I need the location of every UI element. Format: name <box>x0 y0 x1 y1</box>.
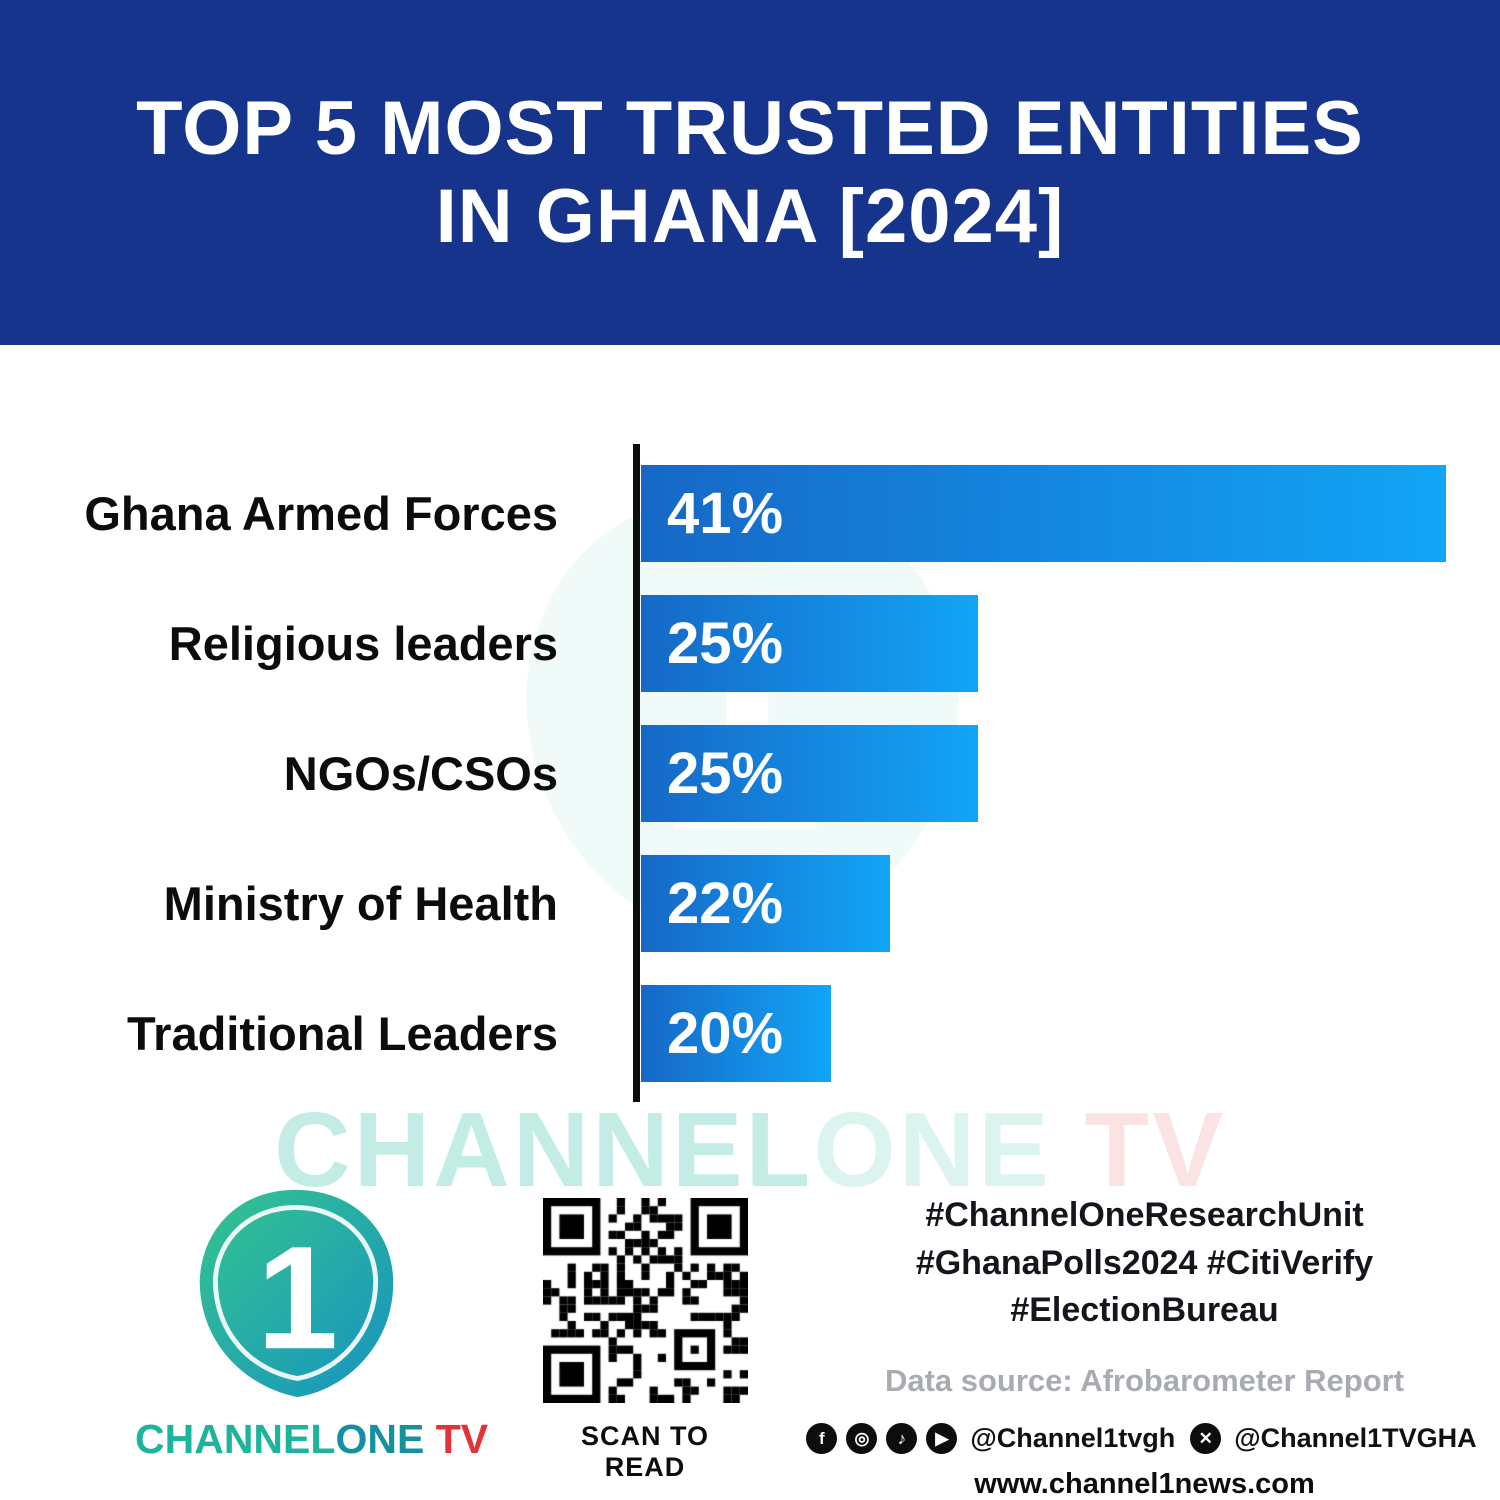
page-title-line1: TOP 5 MOST TRUSTED ENTITIES <box>136 86 1364 172</box>
instagram-icon: ◎ <box>846 1422 878 1454</box>
x-icon: ✕ <box>1190 1422 1222 1454</box>
qr-block: SCAN TO READ <box>538 1198 752 1483</box>
qr-code <box>542 1198 748 1403</box>
bar-value-label: 22% <box>667 870 784 936</box>
category-label: NGOs/CSOs <box>283 746 558 800</box>
brand-block: 1 CHANNELONE TV <box>135 1180 488 1463</box>
bar-row: NGOs/CSOs 25% <box>0 708 1500 838</box>
channel-one-logo-icon: 1 <box>199 1189 393 1398</box>
bar: 25% <box>641 724 978 822</box>
hashtag-line-1: #ChannelOneResearchUnit <box>925 1196 1364 1234</box>
hashtag-line-3: #ElectionBureau <box>1010 1291 1279 1330</box>
bar: 25% <box>641 594 978 692</box>
chart-axis <box>633 444 640 1102</box>
bar-row: Religious leaders 25% <box>0 578 1500 708</box>
page-title-line2: IN GHANA [2024] <box>435 173 1065 259</box>
hashtag-line-2: #GhanaPolls2024 #CitiVerify <box>915 1243 1374 1282</box>
svg-text:1: 1 <box>256 1216 338 1380</box>
facebook-icon: f <box>806 1422 838 1454</box>
category-label: Religious leaders <box>168 616 558 670</box>
social-handle-2: @Channel1TVGHA <box>1234 1422 1477 1453</box>
bar-value-label: 20% <box>667 1000 784 1066</box>
header-banner: TOP 5 MOST TRUSTED ENTITIES IN GHANA [20… <box>0 0 1500 345</box>
wordmark-one: ONE <box>335 1416 425 1462</box>
tiktok-icon: ♪ <box>886 1422 918 1454</box>
info-block: #ChannelOneResearchUnit #GhanaPolls2024 … <box>806 1192 1477 1500</box>
wordmark-channel: CHANNEL <box>135 1416 336 1462</box>
social-row: f ◎ ♪ ▶ @Channel1tvgh ✕ @Channel1TVGHA <box>806 1422 1477 1454</box>
data-source-text: Data source: Afrobarometer Report <box>884 1362 1405 1398</box>
bar: 22% <box>641 854 890 952</box>
category-label: Ghana Armed Forces <box>84 486 558 540</box>
bar-value-label: 41% <box>667 480 784 546</box>
wordmark-tv: TV <box>424 1416 489 1462</box>
qr-caption: SCAN TO READ <box>580 1421 709 1482</box>
bar-value-label: 25% <box>667 610 784 676</box>
brand-wordmark: CHANNELONE TV <box>135 1416 488 1463</box>
category-label: Ministry of Health <box>163 876 558 930</box>
social-handle-1: @Channel1tvgh <box>970 1422 1176 1453</box>
bar-row: Traditional Leaders 20% <box>0 968 1500 1098</box>
bar-chart: Ghana Armed Forces 41% Religious leaders 25… <box>0 448 1500 1098</box>
bar-value-label: 25% <box>667 740 784 806</box>
website-url: www.channel1news.com <box>974 1467 1315 1500</box>
youtube-icon: ▶ <box>926 1422 958 1454</box>
bar-row: Ministry of Health 22% <box>0 838 1500 968</box>
category-label: Traditional Leaders <box>127 1006 558 1060</box>
bar: 41% <box>641 464 1446 562</box>
bar: 20% <box>641 984 831 1082</box>
bar-row: Ghana Armed Forces 41% <box>0 448 1500 578</box>
